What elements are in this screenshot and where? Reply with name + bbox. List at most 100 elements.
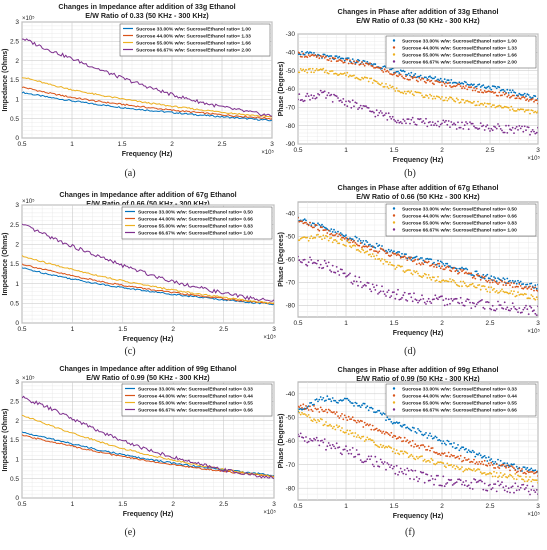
series-point-1 xyxy=(318,223,321,226)
series-point-2 xyxy=(502,91,505,94)
series-point-2 xyxy=(463,87,466,89)
series-point-4 xyxy=(339,99,342,102)
series-line-2 xyxy=(22,86,272,120)
series-point-3 xyxy=(470,102,473,104)
series-point-4 xyxy=(334,271,337,274)
series-point-2 xyxy=(410,444,413,447)
series-point-4 xyxy=(451,123,454,126)
series-point-2 xyxy=(349,241,351,244)
series-point-4 xyxy=(346,105,349,108)
series-point-4 xyxy=(339,452,342,454)
series-point-3 xyxy=(441,96,443,98)
series-point-4 xyxy=(513,491,515,494)
x-tick-label: 1.5 xyxy=(118,326,127,333)
series-point-2 xyxy=(403,255,406,258)
series-point-4 xyxy=(531,485,534,488)
series-point-2 xyxy=(323,57,326,59)
series-point-2 xyxy=(299,404,302,407)
series-point-4 xyxy=(519,486,522,489)
series-point-2 xyxy=(317,54,319,57)
series-point-1 xyxy=(381,245,383,247)
series-point-2 xyxy=(362,426,365,428)
series-point-2 xyxy=(533,289,535,292)
series-point-4 xyxy=(474,126,477,129)
series-point-3 xyxy=(402,270,405,272)
series-point-4 xyxy=(367,455,370,458)
series-point-1 xyxy=(481,456,483,459)
series-point-3 xyxy=(438,280,441,283)
series-point-2 xyxy=(434,80,437,82)
series-point-3 xyxy=(535,111,538,114)
y-tick-label: -80 xyxy=(286,485,296,492)
series-point-2 xyxy=(506,464,509,467)
series-point-1 xyxy=(455,446,458,449)
series-point-1 xyxy=(523,92,526,95)
series-point-3 xyxy=(454,100,457,103)
series-point-4 xyxy=(517,311,519,313)
series-point-1 xyxy=(358,59,361,62)
series-point-3 xyxy=(463,469,466,472)
series-point-1 xyxy=(415,255,418,258)
series-point-2 xyxy=(327,408,330,411)
legend-box xyxy=(121,206,273,240)
series-point-3 xyxy=(393,264,395,267)
series-point-1 xyxy=(370,406,373,409)
series-point-4 xyxy=(358,453,361,456)
series-point-4 xyxy=(491,129,494,132)
series-point-1 xyxy=(299,408,302,410)
series-point-2 xyxy=(350,418,353,420)
series-point-3 xyxy=(469,101,471,103)
series-point-2 xyxy=(497,466,499,468)
series-point-2 xyxy=(534,472,537,474)
series-point-4 xyxy=(526,126,529,128)
series-point-2 xyxy=(301,56,303,58)
series-point-4 xyxy=(531,310,534,313)
series-point-2 xyxy=(345,416,347,419)
series-point-1 xyxy=(470,274,473,276)
series-point-3 xyxy=(379,443,382,446)
series-point-1 xyxy=(339,232,342,234)
series-point-2 xyxy=(318,229,321,232)
series-point-4 xyxy=(394,297,397,300)
series-point-4 xyxy=(377,114,379,117)
series-point-2 xyxy=(471,89,474,92)
series-point-1 xyxy=(351,402,354,405)
series-point-2 xyxy=(423,445,426,448)
legend-swatch xyxy=(392,53,396,56)
series-point-2 xyxy=(473,458,475,461)
series-point-3 xyxy=(486,102,489,105)
series-point-3 xyxy=(513,290,515,293)
series-point-3 xyxy=(389,261,391,264)
series-point-2 xyxy=(521,468,523,470)
series-point-4 xyxy=(473,478,475,480)
series-point-1 xyxy=(306,51,309,53)
x-tick-label: 0.5 xyxy=(17,141,26,148)
panel-e: Changes in Impedance after addition of 9… xyxy=(2,364,277,538)
series-point-4 xyxy=(515,489,518,492)
series-point-4 xyxy=(359,281,362,283)
series-point-4 xyxy=(514,482,517,485)
series-point-4 xyxy=(378,291,381,294)
series-point-3 xyxy=(326,235,329,238)
series-point-3 xyxy=(449,278,451,280)
series-point-4 xyxy=(406,118,409,120)
series-point-4 xyxy=(461,301,463,304)
series-point-2 xyxy=(461,270,463,273)
series-point-1 xyxy=(445,81,447,84)
series-point-2 xyxy=(459,454,462,457)
series-point-3 xyxy=(346,240,349,243)
series-point-3 xyxy=(327,239,330,242)
series-point-2 xyxy=(407,442,410,444)
series-point-1 xyxy=(362,59,365,62)
series-point-2 xyxy=(503,281,506,284)
series-point-1 xyxy=(467,84,470,86)
series-point-3 xyxy=(386,86,389,88)
series-point-1 xyxy=(419,430,422,433)
series-point-3 xyxy=(314,69,317,72)
series-point-4 xyxy=(361,107,363,110)
series-point-2 xyxy=(491,281,494,284)
series-point-4 xyxy=(529,493,531,496)
series-point-2 xyxy=(313,405,315,407)
series-point-1 xyxy=(489,87,491,89)
